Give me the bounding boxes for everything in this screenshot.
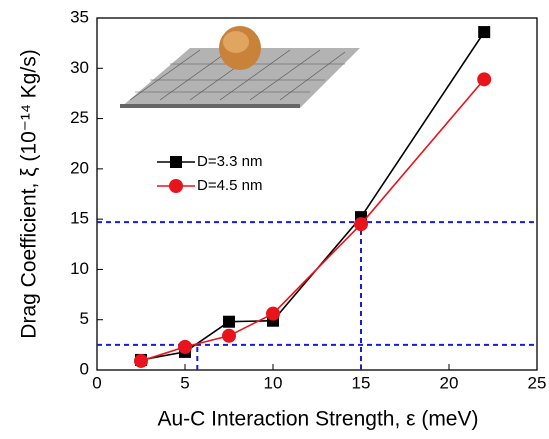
y-tick-label: 10: [70, 259, 89, 278]
marker: [478, 26, 490, 38]
y-tick-label: 35: [70, 7, 89, 26]
y-tick-label: 5: [80, 309, 89, 328]
y-tick-label: 0: [80, 359, 89, 378]
inset-image: [120, 26, 360, 108]
y-tick-label: 20: [70, 158, 89, 177]
y-tick-label: 15: [70, 209, 89, 228]
marker: [178, 340, 192, 354]
x-tick-label: 5: [180, 373, 189, 392]
chart: Au-C Interaction Strength, ε (meV) Drag …: [0, 0, 549, 439]
marker: [222, 329, 236, 343]
series-line: [141, 79, 484, 361]
marker: [223, 316, 235, 328]
x-tick-label: 10: [264, 373, 283, 392]
x-axis-label: Au-C Interaction Strength, ε (meV): [158, 408, 479, 431]
marker: [266, 307, 280, 321]
legend-label: D=3.3 nm: [197, 153, 262, 170]
y-tick-label: 30: [70, 58, 89, 77]
legend-marker: [169, 179, 183, 193]
marker: [134, 354, 148, 368]
marker: [354, 217, 368, 231]
legend-label: D=4.5 nm: [197, 177, 262, 194]
x-tick-label: 15: [352, 373, 371, 392]
y-tick-label: 25: [70, 108, 89, 127]
x-tick-label: 0: [92, 373, 101, 392]
x-tick-label: 20: [440, 373, 459, 392]
marker: [477, 72, 491, 86]
x-tick-label: 25: [528, 373, 547, 392]
legend-marker: [170, 156, 182, 168]
y-axis-label: Drag Coefficient, ξ (10⁻¹⁴ Kg/s): [18, 49, 41, 338]
